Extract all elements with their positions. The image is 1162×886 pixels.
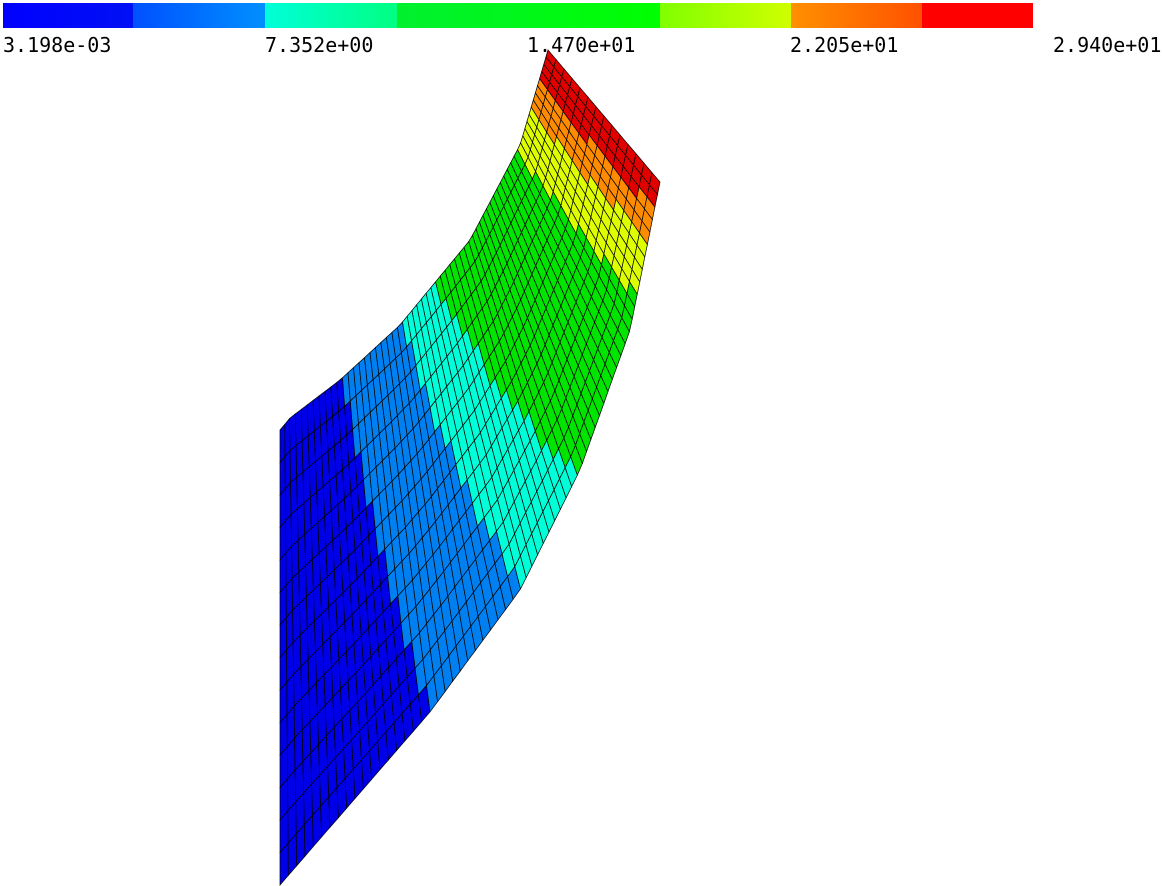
colorbar-band bbox=[791, 3, 923, 28]
colorbar-label: 2.940e+01 bbox=[1053, 33, 1161, 57]
mesh-cell bbox=[290, 507, 299, 548]
colorbar-label: 2.205e+01 bbox=[790, 33, 898, 57]
colorbar-band bbox=[3, 3, 134, 28]
colorbar-band bbox=[397, 3, 661, 28]
mesh-cell bbox=[284, 417, 291, 458]
colorbar-band bbox=[265, 3, 398, 28]
colorbar-band bbox=[922, 3, 1033, 28]
colorbar-band bbox=[660, 3, 792, 28]
colorbar-band bbox=[133, 3, 266, 28]
colorbar-label: 7.352e+00 bbox=[265, 33, 373, 57]
colorbar: 3.198e-03 7.352e+00 1.470e+01 2.205e+01 … bbox=[3, 3, 1161, 57]
mesh-cell bbox=[289, 444, 298, 484]
mesh-cell bbox=[279, 423, 286, 464]
mesh-cell bbox=[289, 413, 297, 452]
colorbar-label: 1.470e+01 bbox=[527, 33, 635, 57]
colorbar-label: 3.198e-03 bbox=[3, 33, 111, 57]
mesh-cell bbox=[649, 171, 661, 196]
mesh-cell bbox=[297, 502, 306, 542]
mesh bbox=[279, 49, 661, 886]
mesh-cell bbox=[290, 476, 298, 516]
mesh-cell bbox=[294, 408, 303, 447]
